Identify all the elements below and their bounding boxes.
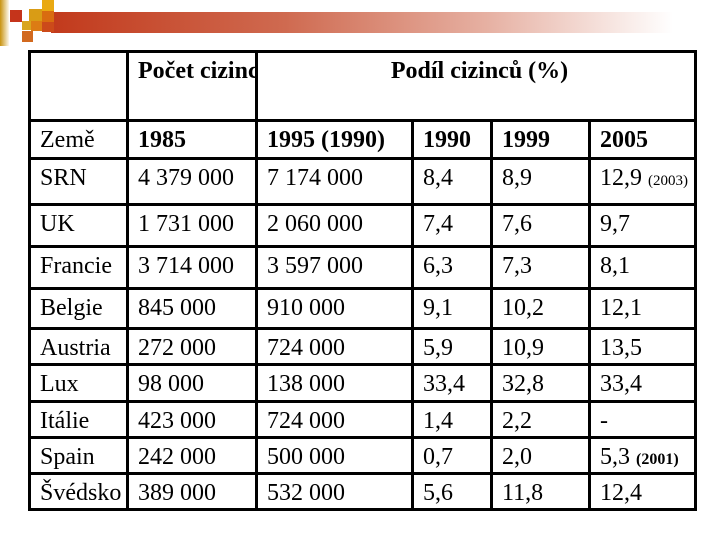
cell-pct-2005: 5,3 (2001) bbox=[587, 436, 698, 475]
cell-pct-1999: 11,8 bbox=[490, 472, 591, 511]
cell-pct-2005: 12,4 bbox=[587, 472, 698, 511]
decorative-gold-square bbox=[22, 21, 31, 30]
cell-count-1985: 4 379 000 bbox=[126, 157, 258, 206]
cell-count-1995: 910 000 bbox=[255, 287, 414, 330]
cell-pct-1990: 0,7 bbox=[411, 436, 493, 475]
cell-pct-2005: 13,5 bbox=[587, 327, 698, 366]
cell-pct-1990: 8,4 bbox=[411, 157, 493, 206]
group-header-podil: Podíl cizinců (%) bbox=[254, 50, 698, 122]
cell-pct-1999: 8,9 bbox=[490, 157, 591, 206]
cell-pct-1999: 2,0 bbox=[490, 436, 591, 475]
column-header-zeme: Země bbox=[28, 119, 129, 160]
table-row: Francie 3 714 000 3 597 000 6,3 7,3 8,1 bbox=[28, 245, 698, 290]
table-row: SRN 4 379 000 7 174 000 8,4 8,9 12,9 (20… bbox=[28, 157, 698, 206]
top-gradient-bar bbox=[51, 12, 720, 33]
cell-count-1985: 389 000 bbox=[126, 472, 258, 511]
cell-pct-1999: 7,6 bbox=[490, 203, 591, 248]
foreigners-statistics-table: Počet cizinců Podíl cizinců (%) Země 198… bbox=[28, 50, 698, 511]
decorative-red-square bbox=[10, 10, 22, 22]
cell-count-1995: 500 000 bbox=[255, 436, 414, 475]
decorative-gold-square bbox=[29, 9, 42, 21]
cell-country: Austria bbox=[28, 327, 129, 366]
column-header-2005: 2005 bbox=[587, 119, 698, 160]
cell-count-1995: 7 174 000 bbox=[255, 157, 414, 206]
cell-pct-2005: 33,4 bbox=[587, 363, 698, 403]
group-header-pocet: Počet cizinců bbox=[126, 50, 258, 122]
cell-pct-1999: 32,8 bbox=[490, 363, 591, 403]
cell-country: UK bbox=[28, 203, 129, 248]
cell-pct-2005: 12,9 (2003) bbox=[587, 157, 698, 206]
cell-count-1995: 2 060 000 bbox=[255, 203, 414, 248]
group-header-row: Počet cizinců Podíl cizinců (%) bbox=[28, 50, 698, 122]
cell-count-1995: 724 000 bbox=[255, 327, 414, 366]
cell-pct-1999: 10,9 bbox=[490, 327, 591, 366]
cell-country: Švédsko bbox=[28, 472, 129, 511]
table-row: UK 1 731 000 2 060 000 7,4 7,6 9,7 bbox=[28, 203, 698, 248]
table-row: Belgie 845 000 910 000 9,1 10,2 12,1 bbox=[28, 287, 698, 330]
pct-value: 12,9 bbox=[600, 165, 642, 191]
cell-pct-2005: 9,7 bbox=[587, 203, 698, 248]
cell-count-1995: 532 000 bbox=[255, 472, 414, 511]
column-header-1999: 1999 bbox=[490, 119, 591, 160]
cell-count-1995: 724 000 bbox=[255, 400, 414, 439]
cell-pct-2005: - bbox=[587, 400, 698, 439]
column-header-1995: 1995 (1990) bbox=[255, 119, 414, 160]
cell-pct-1990: 9,1 bbox=[411, 287, 493, 330]
table-row: Lux 98 000 138 000 33,4 32,8 33,4 bbox=[28, 363, 698, 403]
cell-country: SRN bbox=[28, 157, 129, 206]
table-row: Itálie 423 000 724 000 1,4 2,2 - bbox=[28, 400, 698, 439]
decorative-orange-square bbox=[22, 31, 33, 42]
column-header-1990: 1990 bbox=[411, 119, 493, 160]
column-header-1985: 1985 bbox=[126, 119, 258, 160]
cell-count-1995: 138 000 bbox=[255, 363, 414, 403]
table-row: Spain 242 000 500 000 0,7 2,0 5,3 (2001) bbox=[28, 436, 698, 475]
column-header-row: Země 1985 1995 (1990) 1990 1999 2005 bbox=[28, 119, 698, 160]
left-gradient-bar bbox=[0, 0, 9, 46]
cell-pct-1990: 1,4 bbox=[411, 400, 493, 439]
cell-pct-1990: 6,3 bbox=[411, 245, 493, 290]
cell-count-1985: 1 731 000 bbox=[126, 203, 258, 248]
cell-pct-2005: 12,1 bbox=[587, 287, 698, 330]
cell-count-1985: 98 000 bbox=[126, 363, 258, 403]
cell-country: Lux bbox=[28, 363, 129, 403]
cell-pct-1999: 7,3 bbox=[490, 245, 591, 290]
table-row: Austria 272 000 724 000 5,9 10,9 13,5 bbox=[28, 327, 698, 366]
cell-pct-1999: 2,2 bbox=[490, 400, 591, 439]
cell-count-1995: 3 597 000 bbox=[255, 245, 414, 290]
decorative-gold-square bbox=[42, 0, 54, 11]
cell-pct-1990: 33,4 bbox=[411, 363, 493, 403]
cell-country: Spain bbox=[28, 436, 129, 475]
cell-pct-1990: 7,4 bbox=[411, 203, 493, 248]
cell-count-1985: 845 000 bbox=[126, 287, 258, 330]
cell-pct-2005: 8,1 bbox=[587, 245, 698, 290]
empty-corner-cell bbox=[28, 50, 129, 122]
cell-count-1985: 242 000 bbox=[126, 436, 258, 475]
cell-count-1985: 3 714 000 bbox=[126, 245, 258, 290]
cell-country: Francie bbox=[28, 245, 129, 290]
decorative-orange-square bbox=[31, 21, 42, 31]
cell-pct-1999: 10,2 bbox=[490, 287, 591, 330]
year-note: (2001) bbox=[636, 451, 679, 468]
cell-pct-1990: 5,6 bbox=[411, 472, 493, 511]
cell-count-1985: 423 000 bbox=[126, 400, 258, 439]
decorative-red-square bbox=[42, 22, 54, 32]
decorative-orange-square bbox=[42, 11, 54, 22]
cell-pct-1990: 5,9 bbox=[411, 327, 493, 366]
cell-country: Itálie bbox=[28, 400, 129, 439]
cell-count-1985: 272 000 bbox=[126, 327, 258, 366]
table-row: Švédsko 389 000 532 000 5,6 11,8 12,4 bbox=[28, 472, 698, 511]
year-note: (2003) bbox=[648, 173, 688, 189]
pct-value: 5,3 bbox=[600, 444, 630, 470]
cell-country: Belgie bbox=[28, 287, 129, 330]
